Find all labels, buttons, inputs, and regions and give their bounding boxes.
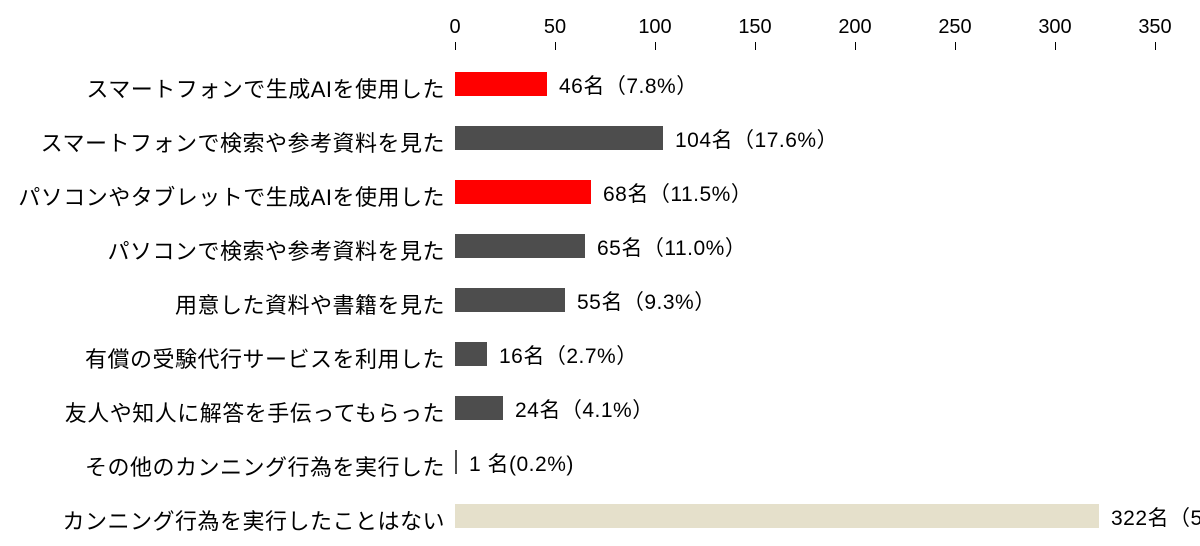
value-label: 65名（11.0%） (597, 232, 746, 262)
bar (455, 126, 663, 150)
value-label: 55名（9.3%） (577, 286, 716, 316)
axis-tick (555, 42, 556, 50)
category-label: パソコンで検索や参考資料を見た (0, 234, 445, 266)
bar (455, 342, 487, 366)
chart-row: 友人や知人に解答を手伝ってもらった 24名（4.1%） (0, 384, 1200, 438)
axis-label: 250 (938, 16, 971, 39)
chart-row: 用意した資料や書籍を見た 55名（9.3%） (0, 276, 1200, 330)
value-label: 322名（54.5%） (1111, 502, 1200, 532)
chart-row: パソコンで検索や参考資料を見た 65名（11.0%） (0, 222, 1200, 276)
axis-tick (1155, 42, 1156, 50)
axis-tick (755, 42, 756, 50)
chart-row: カンニング行為を実行したことはない 322名（54.5%） (0, 492, 1200, 546)
category-label: カンニング行為を実行したことはない (0, 504, 445, 536)
category-label: 友人や知人に解答を手伝ってもらった (0, 396, 445, 428)
chart-row: スマートフォンで生成AIを使用した 46名（7.8%） (0, 60, 1200, 114)
value-label: 46名（7.8%） (559, 70, 698, 100)
axis-label: 300 (1038, 16, 1071, 39)
axis-label: 100 (638, 16, 671, 39)
category-label: パソコンやタブレットで生成AIを使用した (0, 180, 445, 212)
category-label: スマートフォンで検索や参考資料を見た (0, 126, 445, 158)
value-label: 24名（4.1%） (515, 394, 654, 424)
axis-label: 200 (838, 16, 871, 39)
chart-row: 有償の受験代行サービスを利用した 16名（2.7%） (0, 330, 1200, 384)
value-label: 16名（2.7%） (499, 340, 638, 370)
bar (455, 180, 591, 204)
value-label: 104名（17.6%） (675, 124, 838, 154)
axis-tick (855, 42, 856, 50)
axis-label: 0 (449, 16, 460, 39)
category-label: スマートフォンで生成AIを使用した (0, 72, 445, 104)
category-label: 有償の受験代行サービスを利用した (0, 342, 445, 374)
x-axis: 050100150200250300350 (455, 0, 1155, 50)
bar (455, 72, 547, 96)
horizontal-bar-chart: 0 50 100 150 200 250 300 350 スマートフォンで生成AIを使用した 4… (0, 0, 1200, 542)
category-label: その他のカンニング行為を実行した (0, 450, 445, 482)
axis-tick (655, 42, 656, 50)
chart-row: その他のカンニング行為を実行した 1 名(0.2%) (0, 438, 1200, 492)
bar (455, 234, 585, 258)
axis-label: 150 (738, 16, 771, 39)
axis-label: 350 (1138, 16, 1171, 39)
value-label: 1 名(0.2%) (469, 448, 574, 478)
value-label: 68名（11.5%） (603, 178, 752, 208)
bar (455, 288, 565, 312)
axis-tick (955, 42, 956, 50)
bar (455, 396, 503, 420)
chart-rows: スマートフォンで生成AIを使用した 46名（7.8%） スマートフォンで検索や参考資… (0, 60, 1200, 546)
category-label: 用意した資料や書籍を見た (0, 288, 445, 320)
bar (455, 450, 457, 474)
axis-tick (1055, 42, 1056, 50)
chart-row: パソコンやタブレットで生成AIを使用した 68名（11.5%） (0, 168, 1200, 222)
chart-row: スマートフォンで検索や参考資料を見た 104名（17.6%） (0, 114, 1200, 168)
axis-label: 50 (544, 16, 566, 39)
bar (455, 504, 1099, 528)
axis-tick (455, 42, 456, 50)
